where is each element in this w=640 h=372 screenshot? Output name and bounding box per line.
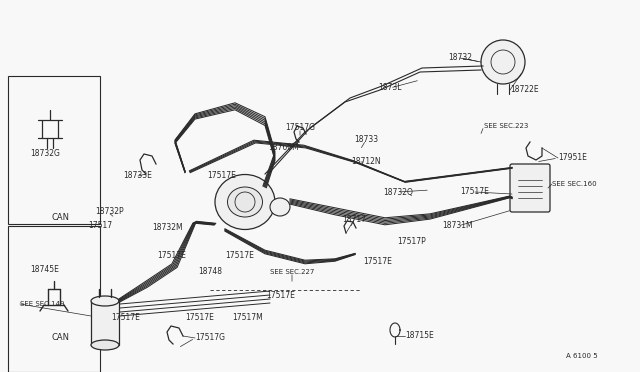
Ellipse shape bbox=[215, 174, 275, 230]
Text: CAN: CAN bbox=[52, 334, 70, 343]
Ellipse shape bbox=[227, 187, 262, 217]
Text: 17517P: 17517P bbox=[397, 237, 426, 247]
Text: 18722E: 18722E bbox=[510, 86, 539, 94]
Ellipse shape bbox=[270, 198, 290, 216]
Text: 17517E: 17517E bbox=[364, 257, 392, 266]
Text: SEE SEC.227: SEE SEC.227 bbox=[270, 269, 314, 275]
Text: 18712N: 18712N bbox=[351, 157, 381, 167]
Ellipse shape bbox=[91, 340, 119, 350]
Text: 17517G: 17517G bbox=[195, 334, 225, 343]
Text: 1873L: 1873L bbox=[378, 83, 402, 93]
Text: A 6100 5: A 6100 5 bbox=[566, 353, 598, 359]
Text: 18733: 18733 bbox=[354, 135, 378, 144]
Text: 17951E: 17951E bbox=[558, 154, 587, 163]
Text: 17517E: 17517E bbox=[111, 314, 140, 323]
Text: 18732G: 18732G bbox=[30, 148, 60, 157]
Text: 17517M: 17517M bbox=[232, 314, 264, 323]
Text: CAN: CAN bbox=[52, 214, 70, 222]
Bar bbox=[91, 301, 119, 345]
Ellipse shape bbox=[91, 296, 119, 306]
Text: 18732Q: 18732Q bbox=[383, 187, 413, 196]
Text: 18715E: 18715E bbox=[405, 331, 434, 340]
Text: 18732P: 18732P bbox=[96, 208, 124, 217]
Text: SEE SEC.149: SEE SEC.149 bbox=[20, 301, 65, 307]
Circle shape bbox=[481, 40, 525, 84]
Text: 18733E: 18733E bbox=[124, 171, 152, 180]
Bar bbox=[8, 76, 100, 224]
Text: 18745E: 18745E bbox=[31, 266, 60, 275]
Text: 18732: 18732 bbox=[448, 54, 472, 62]
Text: 18731M: 18731M bbox=[443, 221, 474, 231]
Text: 17517G: 17517G bbox=[285, 124, 315, 132]
Text: 17517E: 17517E bbox=[267, 292, 296, 301]
Text: 17517E: 17517E bbox=[207, 171, 236, 180]
Text: 17517E: 17517E bbox=[225, 251, 255, 260]
Text: 17517E: 17517E bbox=[461, 187, 490, 196]
Text: 18717: 18717 bbox=[342, 215, 366, 224]
FancyBboxPatch shape bbox=[510, 164, 550, 212]
Text: 18732M: 18732M bbox=[153, 224, 183, 232]
Text: SEE SEC.223: SEE SEC.223 bbox=[484, 123, 529, 129]
Text: 17517: 17517 bbox=[88, 221, 112, 231]
Bar bbox=[8, 226, 100, 372]
Text: 17517E: 17517E bbox=[157, 251, 186, 260]
Text: 18760M: 18760M bbox=[269, 144, 300, 153]
Text: 18748: 18748 bbox=[198, 267, 222, 276]
Text: SEE SEC.160: SEE SEC.160 bbox=[552, 181, 596, 187]
Text: 17517E: 17517E bbox=[186, 314, 214, 323]
